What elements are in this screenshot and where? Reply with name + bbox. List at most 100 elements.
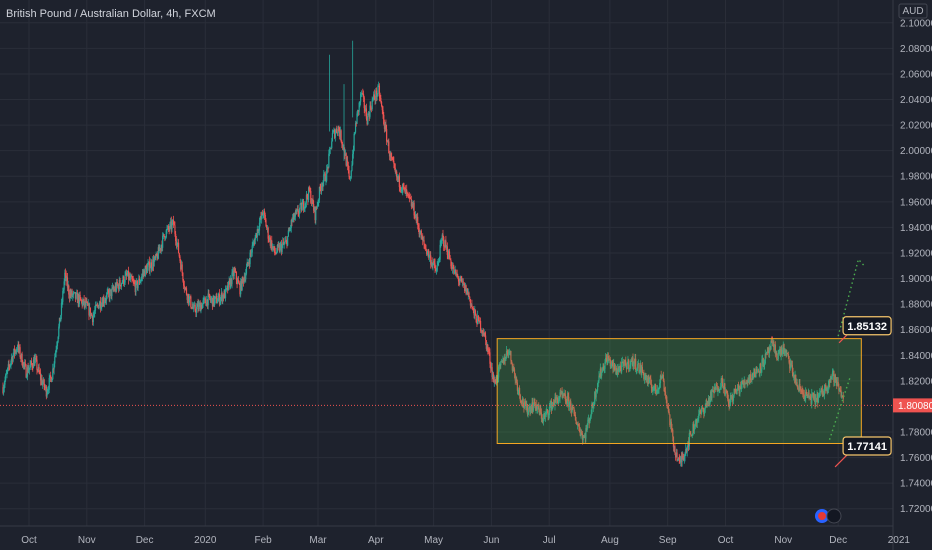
candle-body	[47, 389, 49, 393]
candle-body	[707, 401, 709, 404]
candle-body	[201, 305, 203, 309]
candle-body	[367, 113, 369, 125]
candle-body	[118, 279, 120, 290]
candle-body	[457, 275, 459, 278]
candle-body	[207, 293, 209, 306]
candle-body	[516, 378, 518, 383]
y-tick-label: 1.90000	[900, 274, 932, 285]
candle-body	[481, 330, 483, 332]
callout-box[interactable]	[842, 316, 892, 336]
candle-body	[396, 176, 398, 178]
candle-body	[402, 184, 404, 187]
candle-body	[710, 391, 712, 399]
candle-body	[568, 396, 570, 407]
candle-body	[373, 94, 375, 99]
candle-body	[711, 390, 714, 392]
candle-body	[68, 294, 71, 299]
candle-body	[164, 236, 166, 239]
candle-body	[18, 347, 21, 351]
candle-body	[720, 378, 722, 388]
candle-body	[617, 368, 619, 373]
flag-icon[interactable]	[815, 508, 842, 524]
candle-body	[53, 363, 55, 370]
candle-body	[432, 263, 434, 267]
candle-body	[437, 262, 439, 266]
candle-body	[599, 368, 601, 378]
candle-body	[296, 209, 298, 212]
candle-body	[459, 277, 462, 281]
candle-body	[814, 393, 816, 405]
candle-body	[669, 421, 672, 426]
candle-body	[115, 286, 117, 291]
candle-body	[6, 371, 8, 374]
currency-badge: AUD	[898, 3, 928, 19]
candle-body	[401, 190, 403, 191]
candle-body	[715, 384, 717, 390]
candle-body	[518, 388, 521, 395]
candle-body	[593, 404, 595, 406]
candle-body	[556, 396, 558, 400]
candle-body	[840, 390, 842, 397]
candle-body	[154, 256, 156, 261]
candle-body	[335, 129, 337, 133]
candle-body	[534, 398, 536, 404]
candle-body	[92, 315, 94, 323]
candle-body	[544, 413, 547, 417]
candle-body	[670, 421, 672, 429]
candle-body	[262, 215, 264, 216]
callout-box[interactable]	[842, 436, 892, 456]
candle-body	[680, 456, 682, 462]
candle-body	[819, 391, 822, 393]
candle-body	[650, 378, 652, 385]
candle-body	[472, 307, 474, 308]
time-axis[interactable]: Oct Nov Dec 2020 Feb Mar Apr May Jun Jul Aug Sep Oct…	[0, 525, 910, 546]
candle-body	[822, 394, 824, 396]
candle-body	[412, 202, 414, 208]
candle-body	[107, 290, 110, 293]
candle-body	[616, 372, 618, 374]
y-tick-label: 1.86000	[900, 325, 932, 336]
candle-body	[246, 262, 248, 268]
candle-body	[569, 401, 571, 403]
candle-body	[733, 389, 735, 396]
range-box[interactable]	[496, 338, 862, 444]
candle-body	[498, 366, 500, 378]
candle-body	[181, 264, 183, 273]
candle-body	[413, 202, 415, 216]
candle-body	[462, 281, 464, 285]
candle-body	[410, 198, 412, 200]
candle-body	[62, 291, 64, 302]
candle-body	[449, 258, 451, 261]
candle-body	[735, 389, 737, 392]
candle-body	[691, 435, 693, 436]
candle-body	[107, 290, 109, 293]
candle-body	[632, 357, 634, 367]
candle-body	[274, 252, 276, 254]
candle-body	[613, 363, 615, 369]
candle-body	[490, 367, 492, 369]
candle-body	[135, 282, 137, 293]
candle-body	[344, 153, 347, 156]
price-axis[interactable]: 2.10000 2.08000 2.06000 2.04000 2.02000 2.000…	[892, 0, 932, 550]
candle-body	[97, 305, 99, 309]
candle-body	[648, 378, 651, 383]
candle-body	[117, 284, 119, 286]
candle-body	[178, 253, 180, 257]
candle-body	[392, 159, 394, 162]
candle-body	[74, 292, 76, 293]
candle-body	[566, 401, 568, 405]
candle-body	[12, 354, 14, 362]
candle-body	[591, 403, 594, 408]
candle-body	[386, 141, 388, 143]
candle-body	[540, 408, 542, 413]
candle-body	[821, 389, 824, 396]
candle-body	[127, 271, 129, 276]
candle-body	[37, 367, 39, 371]
candle-body	[659, 375, 662, 384]
candle-body	[686, 447, 688, 453]
candle-body	[99, 301, 101, 306]
candle-body	[294, 216, 296, 220]
candle-body	[356, 113, 358, 124]
candle-body	[514, 373, 516, 381]
